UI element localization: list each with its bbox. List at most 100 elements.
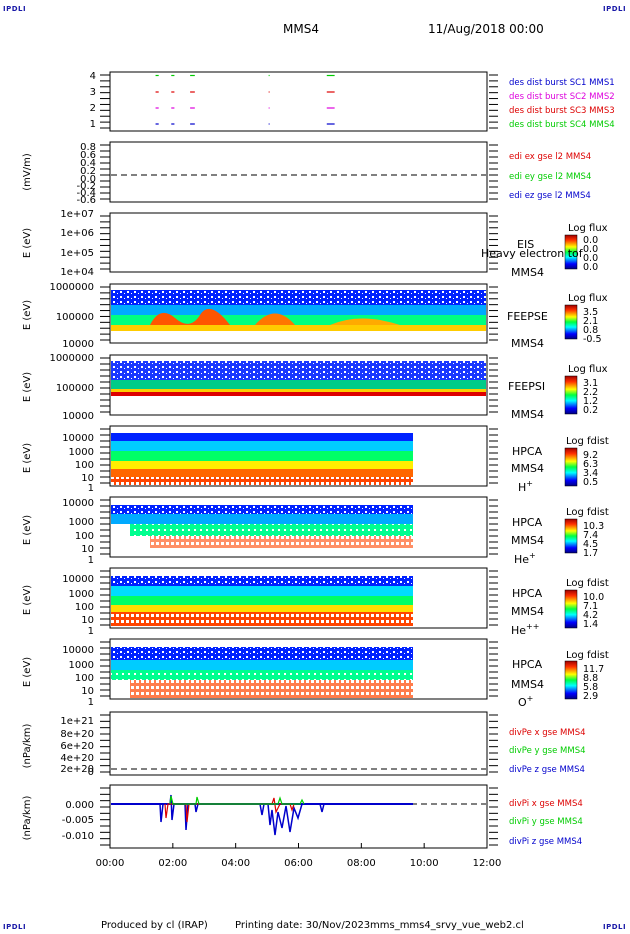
colorbar-feepse bbox=[564, 304, 578, 340]
eis-overlay-text: Heavy electron tof bbox=[481, 247, 584, 260]
hpca-he-ytick: 1 bbox=[88, 555, 94, 566]
hpca-o-cbar-title: Log fdist bbox=[566, 650, 609, 661]
panel-frame-eis bbox=[109, 212, 488, 273]
divpi-ylabel: (nPa/km) bbox=[22, 796, 33, 841]
date-time-title: 11/Aug/2018 00:00 bbox=[428, 22, 544, 36]
hpca-he2-band-yellow bbox=[111, 605, 413, 612]
hpca-h-band-green bbox=[111, 451, 413, 461]
feepsi-red-band bbox=[111, 392, 486, 396]
feepse-event-3 bbox=[330, 318, 400, 325]
corner-label-bottom-left: IPDLI bbox=[3, 923, 27, 931]
feepsi-mid-band bbox=[111, 380, 486, 390]
divpe-ytick: 2e+20 bbox=[60, 764, 94, 775]
hpca-he2-ytick: 10000 bbox=[62, 574, 94, 585]
divpi-x-trace bbox=[164, 797, 295, 823]
feepse-instrument: FEEPSE bbox=[507, 310, 548, 323]
hpca-he-ytick: 100 bbox=[75, 531, 94, 542]
hpca-o-species: O+ bbox=[518, 694, 533, 709]
eis-cbar-value: 0.0 bbox=[583, 253, 598, 264]
eis-ytick: 1e+05 bbox=[60, 248, 94, 259]
hpca-h-species-name: H bbox=[518, 481, 526, 494]
eis-ytick: 1e+07 bbox=[60, 209, 94, 220]
hpca-h-ytick: 1 bbox=[88, 483, 94, 494]
feepsi-instrument-sub: MMS4 bbox=[511, 408, 544, 421]
hpca-o-species-charge: + bbox=[527, 694, 534, 703]
eis-cbar-value: 0.0 bbox=[583, 235, 598, 246]
hpca-he2-cbar-value: 10.0 bbox=[583, 592, 604, 603]
divpi-legend-z: divPi z gse MMS4 bbox=[509, 837, 582, 847]
panel-frame-hpca-he bbox=[109, 496, 488, 558]
hpca-he2-cbar-title: Log fdist bbox=[566, 578, 609, 589]
hpca-h-instrument: HPCA bbox=[512, 445, 543, 458]
hpca-h-cbar-value: 0.5 bbox=[583, 477, 598, 488]
divpi-ytick: 0.000 bbox=[65, 800, 94, 811]
feepse-cbar-value: -0.5 bbox=[583, 334, 602, 345]
eis-ylabel: E (eV) bbox=[22, 228, 33, 258]
hpca-he2-spectrogram bbox=[111, 576, 413, 626]
hpca-h-ytick: 100 bbox=[75, 460, 94, 471]
hpca-h-species-charge: + bbox=[526, 479, 533, 488]
hpca-o-ytick: 10000 bbox=[62, 645, 94, 656]
feepse-cbar-value: 2.1 bbox=[583, 316, 598, 327]
divpe-ytick: 1e+21 bbox=[60, 716, 94, 727]
divpi-legend-x: divPi x gse MMS4 bbox=[509, 799, 583, 809]
hpca-he2-cbar-value: 7.1 bbox=[583, 601, 598, 612]
hpca-he2-species: He++ bbox=[511, 622, 539, 637]
panel-frame-hpca-h bbox=[109, 425, 488, 487]
hpca-h-band-red bbox=[111, 477, 413, 485]
hpca-o-band-blue bbox=[111, 647, 413, 660]
hpca-h-cbar-value: 6.3 bbox=[583, 459, 598, 470]
burst-legend-sc2: des dist burst SC2 MMS2 bbox=[509, 92, 615, 102]
hpca-he-instrument: HPCA bbox=[512, 516, 543, 529]
edi-legend-x: edi ex gse l2 MMS4 bbox=[509, 152, 591, 162]
edi-ytick: 0.6 bbox=[80, 150, 96, 161]
feepsi-cbar-value: 3.1 bbox=[583, 378, 598, 389]
hpca-he-spectrogram bbox=[111, 505, 413, 548]
feepsi-yellow-band bbox=[111, 389, 486, 393]
panel-frame-feepse bbox=[109, 283, 488, 344]
panel-texts: 4 3 2 1 des dist burst SC1 MMS1 des dist… bbox=[22, 71, 615, 847]
hpca-he-cbar-value: 10.3 bbox=[583, 521, 604, 532]
hpca-he2-ytick: 100 bbox=[75, 602, 94, 613]
panel-frame-divpe bbox=[109, 711, 488, 776]
x-tick-label: 04:00 bbox=[221, 858, 250, 869]
hpca-he-cbar-title: Log fdist bbox=[566, 507, 609, 518]
hpca-he-ytick: 10000 bbox=[62, 498, 94, 509]
hpca-he-ylabel: E (eV) bbox=[22, 515, 33, 545]
footer-script-name: mms_mms4_srvy_vue_web2.cl bbox=[370, 920, 524, 931]
hpca-he-species-charge: + bbox=[529, 551, 536, 560]
feepse-ylabel: E (eV) bbox=[22, 300, 33, 330]
hpca-he2-species-charge: ++ bbox=[526, 622, 539, 631]
hpca-h-cbar-value: 3.4 bbox=[583, 468, 598, 479]
divpi-traces bbox=[111, 794, 413, 836]
hpca-he-instrument-sub: MMS4 bbox=[511, 534, 544, 547]
colorbar-hpca-o bbox=[564, 660, 578, 700]
feepse-cbar-value: 0.8 bbox=[583, 325, 598, 336]
feepse-instrument-sub: MMS4 bbox=[511, 337, 544, 350]
hpca-he2-band-blue bbox=[111, 576, 413, 586]
x-tick-label: 06:00 bbox=[284, 858, 313, 869]
hpca-h-ylabel: E (eV) bbox=[22, 443, 33, 473]
panel-frame-burst bbox=[109, 71, 488, 132]
edi-ytick: 0.0 bbox=[80, 174, 96, 185]
feepse-cbar-title: Log flux bbox=[568, 293, 608, 304]
x-tick-label: 00:00 bbox=[96, 858, 125, 869]
x-tick-label: 12:00 bbox=[473, 858, 502, 869]
hpca-o-band-green bbox=[111, 670, 413, 680]
feepse-ytick: 100000 bbox=[56, 312, 94, 323]
x-axis: 00:00 02:00 04:00 06:00 08:00 10:00 12:00 bbox=[96, 843, 502, 869]
hpca-h-cbar-value: 9.2 bbox=[583, 450, 598, 461]
eis-cbar-value: 0.0 bbox=[583, 244, 598, 255]
burst-ytick: 1 bbox=[90, 119, 96, 130]
corner-label-top-right: IPDLI bbox=[603, 5, 627, 13]
divpe-ytick: 0 bbox=[88, 767, 94, 778]
hpca-he-band-orange bbox=[150, 536, 413, 548]
hpca-o-instrument: HPCA bbox=[512, 658, 543, 671]
hpca-he2-cbar-value: 4.2 bbox=[583, 610, 598, 621]
panel-frames bbox=[109, 71, 488, 849]
panel-frame-hpca-he2 bbox=[109, 567, 488, 629]
feepsi-cbar-value: 0.2 bbox=[583, 405, 598, 416]
hpca-he2-cbar-value: 1.4 bbox=[583, 619, 598, 630]
hpca-h-band-cyan bbox=[111, 441, 413, 451]
panel-frame-edi bbox=[109, 141, 488, 203]
